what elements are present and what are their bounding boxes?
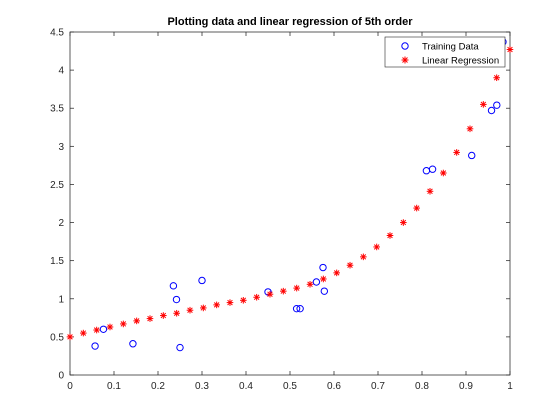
data-point-training: [129, 340, 137, 348]
data-point-regression: [240, 297, 247, 304]
legend-marker-training-data: [401, 42, 409, 50]
y-tick-label: 4.5: [50, 28, 64, 39]
data-point-regression: [226, 299, 234, 306]
x-tick-label: 0.4: [239, 381, 253, 392]
data-point-regression: [346, 261, 354, 269]
data-point-regression: [66, 333, 74, 341]
data-point-training: [487, 106, 496, 115]
x-tick-label: 0.9: [459, 381, 473, 392]
y-tick-label: 2: [58, 218, 64, 229]
data-point-regression: [213, 301, 220, 309]
legend-label-linear-regression: Linear Regression: [422, 56, 499, 67]
data-point-regression: [200, 304, 207, 312]
x-tick-label: 0: [67, 381, 73, 392]
y-axis-ticks: 0 0.5 1 1.5 2 2.5 3 3.5 4 4.5: [50, 28, 510, 382]
data-point-regression: [466, 125, 474, 133]
y-tick-label: 1.5: [50, 256, 64, 267]
data-point-regression: [360, 253, 367, 261]
data-point-regression: [106, 323, 114, 331]
y-tick-label: 3.5: [50, 104, 64, 115]
series-linear-regression: [66, 46, 514, 341]
data-point-regression: [160, 312, 167, 319]
x-tick-label: 0.5: [283, 381, 297, 392]
x-tick-label: 0.7: [371, 381, 385, 392]
data-point-regression: [373, 243, 380, 251]
data-point-regression: [186, 306, 194, 314]
data-point-regression: [453, 149, 460, 156]
x-tick-label: 0.2: [151, 381, 165, 392]
data-point-training: [312, 278, 321, 286]
data-point-training: [428, 165, 437, 173]
y-tick-label: 0: [58, 371, 64, 382]
data-point-regression: [306, 280, 314, 288]
data-point-regression: [413, 204, 420, 212]
x-tick-label: 0.3: [195, 381, 209, 392]
data-point-regression: [173, 309, 180, 317]
data-point-regression: [93, 326, 100, 334]
data-point-training: [468, 151, 476, 160]
data-point-regression: [133, 317, 140, 325]
data-point-regression: [120, 320, 127, 328]
data-point-regression: [253, 293, 260, 301]
data-point-regression: [333, 269, 340, 277]
data-point-training: [176, 343, 184, 352]
data-point-training: [264, 288, 272, 296]
x-axis-ticks: 0 0.1 0.2 0.3 0.4 0.5 0.6 0.7 0.8 0.9 1: [67, 32, 513, 392]
data-point-training: [296, 304, 304, 313]
legend-marker-linear-regression: [401, 56, 409, 64]
x-tick-label: 0.8: [415, 381, 429, 392]
y-tick-label: 4: [58, 66, 64, 77]
data-point-regression: [506, 46, 514, 53]
y-tick-label: 3: [58, 142, 64, 153]
legend-label-training-data: Training Data: [422, 42, 479, 53]
data-point-regression: [146, 315, 154, 322]
data-point-training: [91, 342, 99, 350]
data-point-training: [172, 295, 181, 304]
data-point-training: [99, 325, 108, 333]
y-tick-label: 0.5: [50, 332, 64, 343]
data-point-training: [493, 101, 501, 109]
x-tick-label: 0.6: [327, 381, 341, 392]
x-tick-label: 0.1: [107, 381, 121, 392]
y-tick-label: 1: [58, 294, 64, 305]
y-tick-label: 2.5: [50, 180, 64, 191]
data-point-training: [319, 263, 327, 272]
data-point-regression: [400, 219, 407, 226]
data-point-training: [292, 304, 301, 313]
data-point-regression: [480, 101, 487, 108]
plot-area: [69, 31, 511, 376]
data-point-regression: [320, 275, 327, 283]
legend: Training Data Linear Regression: [384, 36, 506, 68]
data-point-regression: [493, 74, 500, 82]
data-point-regression: [293, 284, 300, 292]
data-point-training: [169, 282, 178, 290]
chart-title: Plotting data and linear regression of 5…: [167, 16, 413, 28]
data-point-regression: [280, 287, 287, 295]
data-point-regression: [80, 329, 87, 337]
data-point-training: [198, 276, 206, 285]
data-point-regression: [440, 169, 447, 177]
data-point-regression: [266, 290, 274, 298]
data-point-training: [320, 287, 329, 295]
x-tick-label: 1: [507, 381, 513, 392]
data-point-regression: [426, 188, 434, 195]
data-point-regression: [386, 232, 394, 239]
